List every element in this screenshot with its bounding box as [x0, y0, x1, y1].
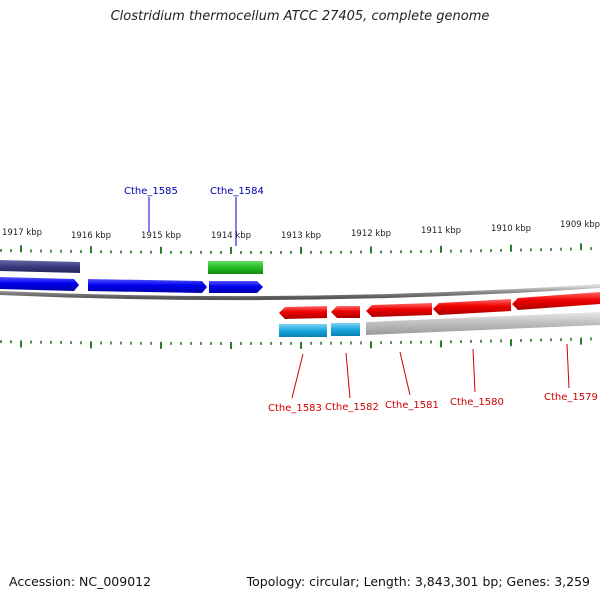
gene-label-cthe-1581[interactable]: Cthe_1581 — [385, 400, 439, 411]
kbp-label: 1916 kbp — [71, 231, 111, 241]
gene-arrow-cthe-1584[interactable] — [209, 281, 263, 293]
forward-strand — [0, 260, 263, 293]
upper-ticks — [0, 243, 592, 254]
upper-scale: 1917 kbp 1916 kbp 1915 kbp 1914 kbp 1913… — [0, 220, 600, 254]
label-leader — [345, 352, 351, 399]
label-leader — [291, 353, 304, 399]
genome-backbone — [0, 284, 600, 301]
gene-arrow-cthe-1580[interactable] — [433, 299, 511, 315]
gene-arrow-cthe-1583[interactable] — [279, 306, 327, 319]
label-leader — [566, 343, 570, 389]
gene-block-gray[interactable] — [366, 312, 600, 335]
kbp-label: 1911 kbp — [421, 226, 461, 236]
gene-block-cyan[interactable] — [331, 323, 360, 336]
forward-labels: Cthe_1585 Cthe_1584 — [124, 186, 264, 246]
map-title: Clostridium thermocellum ATCC 27405, com… — [110, 9, 490, 24]
gene-arrow-cthe-1585[interactable] — [88, 279, 207, 293]
kbp-label: 1917 kbp — [2, 228, 42, 238]
gene-arrow-green[interactable] — [208, 261, 263, 274]
kbp-label: 1912 kbp — [351, 229, 391, 239]
label-leader — [399, 351, 411, 396]
kbp-label: 1915 kbp — [141, 231, 181, 241]
gene-label-cthe-1585[interactable]: Cthe_1585 — [124, 186, 178, 197]
gene-label-cthe-1579[interactable]: Cthe_1579 — [544, 392, 598, 403]
gene-block-cyan[interactable] — [279, 324, 327, 337]
kbp-label: 1914 kbp — [211, 231, 251, 241]
kbp-label: 1909 kbp — [560, 220, 600, 230]
gene-arrow-cthe-1582[interactable] — [331, 306, 360, 318]
gene-arrow-navy[interactable] — [0, 260, 80, 273]
gene-arrow-blue-left[interactable] — [0, 277, 79, 291]
gene-arrow-cthe-1579[interactable] — [512, 292, 600, 310]
gene-label-cthe-1584[interactable]: Cthe_1584 — [210, 186, 264, 197]
gene-label-cthe-1580[interactable]: Cthe_1580 — [450, 397, 504, 408]
kbp-label: 1913 kbp — [281, 231, 321, 241]
label-leader — [472, 348, 476, 393]
reverse-labels: Cthe_1583 Cthe_1582 Cthe_1581 Cthe_1580 … — [268, 343, 598, 414]
lower-ticks — [0, 337, 592, 349]
topology-text: Topology: circular; Length: 3,843,301 bp… — [246, 574, 590, 589]
reverse-strand — [279, 292, 600, 337]
gene-label-cthe-1582[interactable]: Cthe_1582 — [325, 402, 379, 413]
accession-text: Accession: NC_009012 — [9, 574, 152, 589]
kbp-label: 1910 kbp — [491, 224, 531, 234]
gene-label-cthe-1583[interactable]: Cthe_1583 — [268, 403, 322, 414]
gene-arrow-cthe-1581[interactable] — [366, 303, 432, 317]
kbp-labels: 1917 kbp 1916 kbp 1915 kbp 1914 kbp 1913… — [2, 220, 600, 241]
